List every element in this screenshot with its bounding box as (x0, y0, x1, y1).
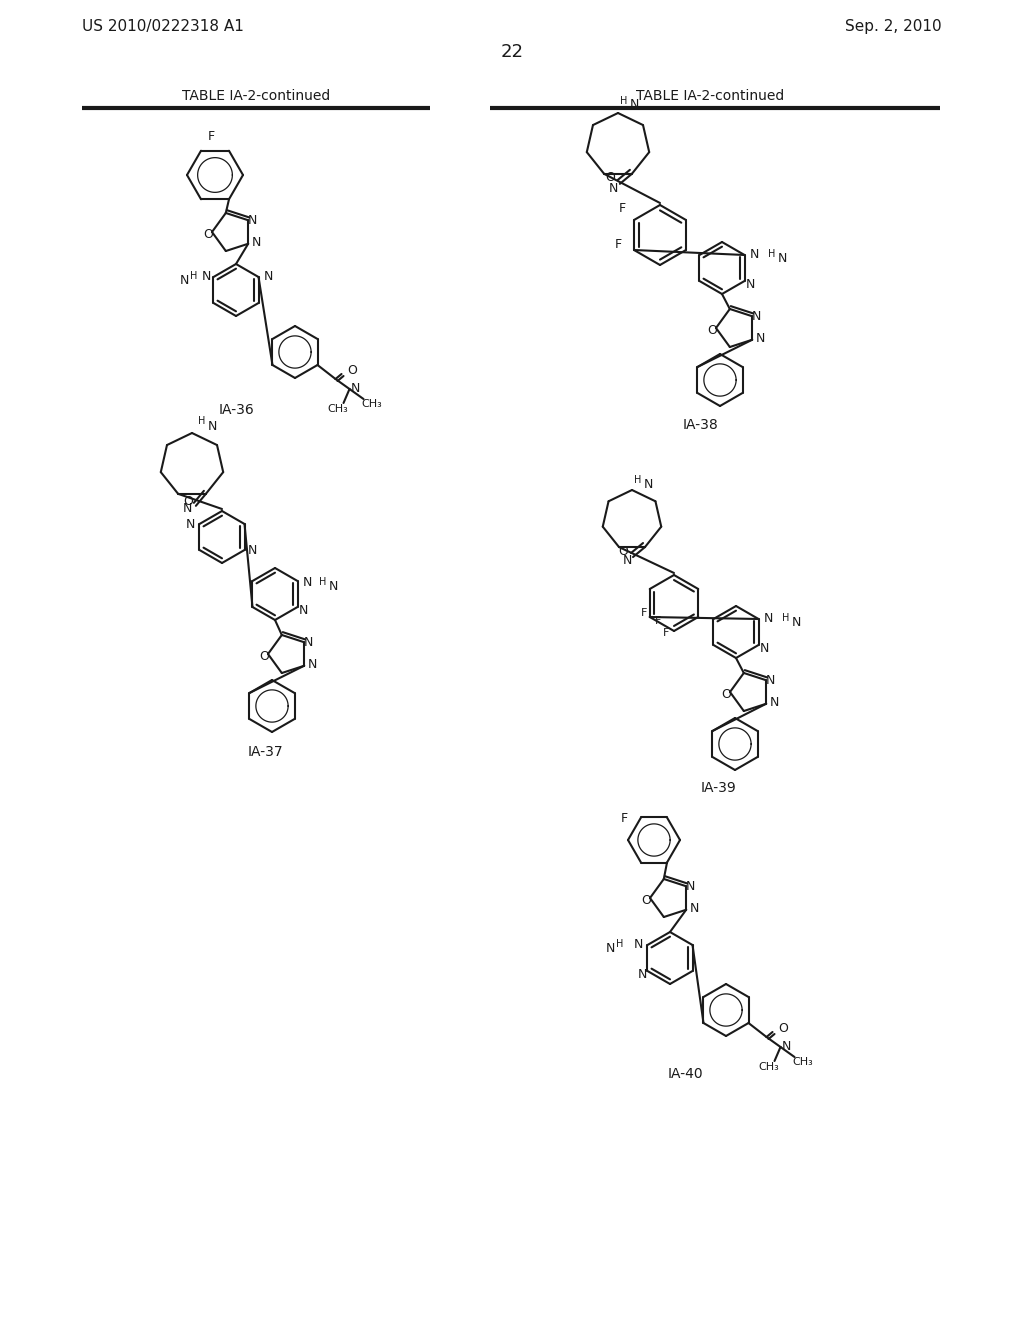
Text: N: N (792, 615, 801, 628)
Text: F: F (641, 609, 647, 618)
Text: O: O (707, 323, 717, 337)
Text: Sep. 2, 2010: Sep. 2, 2010 (846, 20, 942, 34)
Text: O: O (259, 649, 269, 663)
Text: N: N (307, 657, 316, 671)
Text: N: N (745, 277, 755, 290)
Text: H: H (782, 612, 790, 623)
Text: TABLE IA-2-continued: TABLE IA-2-continued (636, 88, 784, 103)
Text: N: N (329, 579, 338, 593)
Text: O: O (347, 364, 357, 378)
Text: N: N (685, 879, 694, 892)
Text: N: N (689, 902, 698, 915)
Text: IA-37: IA-37 (247, 744, 283, 759)
Text: N: N (207, 421, 217, 433)
Text: O: O (778, 1023, 788, 1035)
Text: O: O (721, 688, 731, 701)
Text: N: N (643, 478, 652, 491)
Text: US 2010/0222318 A1: US 2010/0222318 A1 (82, 20, 244, 34)
Text: IA-36: IA-36 (219, 403, 255, 417)
Text: O: O (183, 495, 193, 508)
Text: CH₃: CH₃ (327, 404, 348, 414)
Text: N: N (752, 309, 761, 322)
Text: F: F (654, 616, 662, 626)
Text: N: N (263, 269, 272, 282)
Text: F: F (208, 131, 215, 144)
Text: IA-40: IA-40 (668, 1067, 702, 1081)
Text: N: N (302, 576, 311, 589)
Text: N: N (769, 696, 778, 709)
Text: N: N (351, 383, 360, 396)
Text: F: F (618, 202, 626, 215)
Text: N: N (179, 273, 188, 286)
Text: H: H (199, 416, 206, 426)
Text: N: N (630, 99, 639, 111)
Text: N: N (765, 673, 775, 686)
Text: N: N (251, 235, 261, 248)
Text: O: O (605, 172, 614, 185)
Text: CH₃: CH₃ (758, 1063, 779, 1072)
Text: N: N (185, 519, 195, 532)
Text: F: F (621, 812, 628, 825)
Text: N: N (248, 214, 257, 227)
Text: N: N (248, 544, 257, 557)
Text: N: N (182, 503, 191, 516)
Text: N: N (303, 635, 312, 648)
Text: O: O (618, 545, 628, 557)
Text: N: N (777, 252, 786, 264)
Text: O: O (203, 227, 213, 240)
Text: H: H (621, 96, 628, 106)
Text: H: H (768, 249, 776, 259)
Text: TABLE IA-2-continued: TABLE IA-2-continued (182, 88, 330, 103)
Text: N: N (760, 642, 769, 655)
Text: IA-38: IA-38 (682, 418, 718, 432)
Text: N: N (756, 331, 765, 345)
Text: H: H (319, 577, 327, 587)
Text: N: N (202, 269, 211, 282)
Text: N: N (750, 248, 759, 260)
Text: N: N (605, 941, 614, 954)
Text: N: N (298, 603, 307, 616)
Text: F: F (663, 628, 670, 638)
Text: N: N (633, 937, 643, 950)
Text: N: N (763, 611, 773, 624)
Text: F: F (614, 239, 622, 252)
Text: O: O (641, 894, 651, 907)
Text: IA-39: IA-39 (700, 781, 736, 795)
Text: H: H (190, 271, 198, 281)
Text: H: H (634, 475, 642, 484)
Text: CH₃: CH₃ (361, 399, 382, 409)
Text: N: N (623, 553, 632, 566)
Text: N: N (608, 182, 617, 195)
Text: N: N (782, 1040, 792, 1053)
Text: CH₃: CH₃ (793, 1057, 813, 1067)
Text: 22: 22 (501, 44, 523, 61)
Text: N: N (637, 968, 647, 981)
Text: H: H (616, 939, 624, 949)
